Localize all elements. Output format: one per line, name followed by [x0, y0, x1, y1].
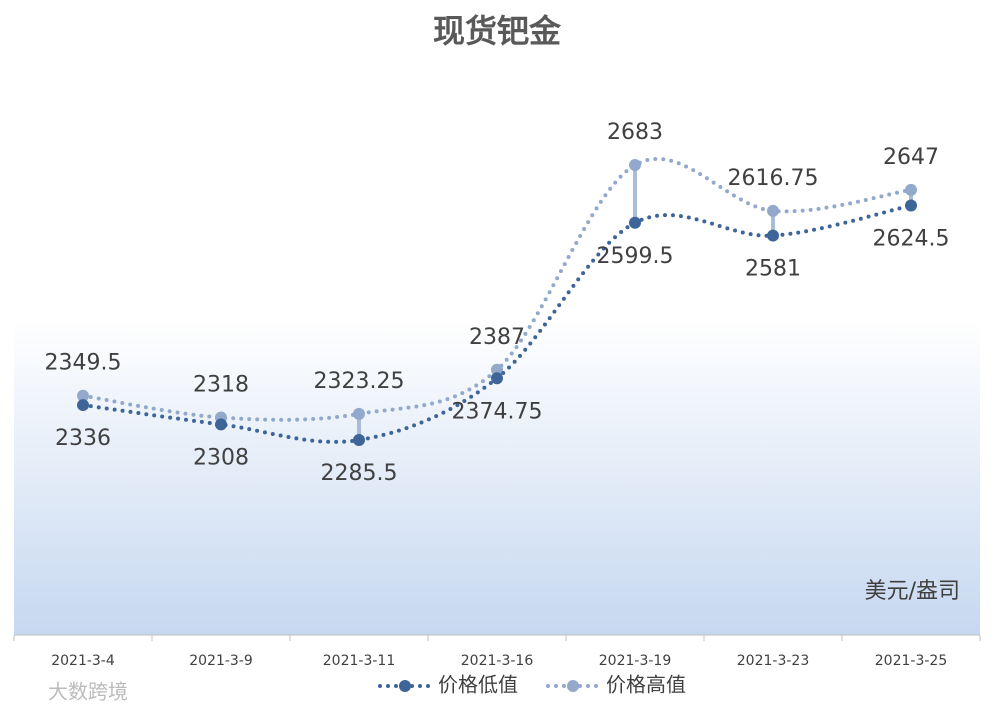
data-label: 2374.75 [452, 399, 543, 424]
marker [629, 216, 641, 229]
marker [77, 389, 89, 402]
x-tick-label: 2021-3-25 [875, 653, 947, 669]
marker [767, 204, 779, 217]
unit-label: 美元/盎司 [865, 579, 960, 604]
legend-marker [399, 680, 411, 692]
watermark: 大数跨境 [48, 680, 128, 704]
legend-label: 价格高值 [606, 673, 686, 697]
data-label: 2616.75 [728, 166, 819, 191]
marker [77, 399, 89, 412]
data-label: 2647 [883, 145, 939, 170]
data-label: 2323.25 [314, 369, 405, 394]
marker [905, 199, 917, 212]
marker [491, 372, 503, 385]
x-tick-label: 2021-3-9 [189, 653, 253, 669]
marker [215, 418, 227, 431]
data-label: 2624.5 [873, 226, 950, 251]
marker [629, 159, 641, 171]
marker [905, 183, 917, 196]
marker [767, 229, 779, 242]
marker [491, 363, 503, 376]
x-tick-label: 2021-3-4 [51, 653, 115, 669]
legend-marker [567, 680, 579, 692]
x-tick-label: 2021-3-23 [737, 653, 809, 669]
data-label: 2581 [745, 257, 801, 282]
x-tick-label: 2021-3-19 [599, 653, 671, 669]
data-label: 2349.5 [45, 351, 122, 376]
data-label: 2599.5 [597, 244, 674, 269]
marker [353, 434, 365, 446]
x-tick-label: 2021-3-16 [461, 653, 534, 669]
data-label: 2387 [469, 325, 525, 350]
data-label: 2318 [193, 373, 249, 398]
data-label: 2336 [55, 426, 111, 451]
x-tick-label: 2021-3-11 [323, 653, 395, 669]
data-label: 2683 [607, 120, 663, 145]
data-label: 2308 [193, 445, 249, 470]
marker [353, 407, 365, 420]
chart-title: 现货钯金 [433, 12, 562, 50]
legend-label: 价格低值 [438, 673, 518, 697]
data-label: 2285.5 [321, 461, 398, 486]
